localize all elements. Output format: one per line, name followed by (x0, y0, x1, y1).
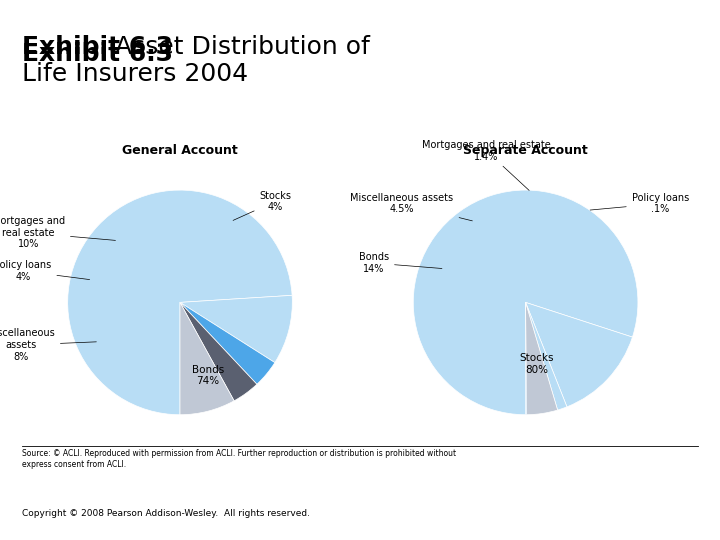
Text: Exhibit 6.3: Exhibit 6.3 (22, 35, 173, 59)
Wedge shape (526, 302, 557, 415)
Title: Separate Account: Separate Account (463, 144, 588, 157)
Text: Bonds
74%: Bonds 74% (192, 364, 224, 386)
Text: Miscellaneous
assets
8%: Miscellaneous assets 8% (0, 328, 96, 362)
Text: Stocks
80%: Stocks 80% (520, 353, 554, 375)
Wedge shape (526, 302, 567, 410)
Text: Miscellaneous assets
4.5%: Miscellaneous assets 4.5% (351, 193, 472, 221)
Text: Policy loans
4%: Policy loans 4% (0, 260, 89, 282)
Text: 17: 17 (665, 508, 688, 526)
Title: General Account: General Account (122, 144, 238, 157)
Wedge shape (180, 302, 275, 384)
Text: Bonds
14%: Bonds 14% (359, 252, 442, 274)
Text: Source: © ACLI. Reproduced with permission from ACLI. Further reproduction or di: Source: © ACLI. Reproduced with permissi… (22, 449, 456, 469)
Text: Copyright © 2008 Pearson Addison-Wesley.  All rights reserved.: Copyright © 2008 Pearson Addison-Wesley.… (22, 509, 310, 518)
Wedge shape (413, 190, 638, 415)
Text: Policy loans
.1%: Policy loans .1% (590, 193, 689, 214)
Text: Asset Distribution of: Asset Distribution of (107, 35, 369, 59)
Text: Life Insurers 2004: Life Insurers 2004 (22, 62, 248, 86)
Text: Mortgages and
real estate
10%: Mortgages and real estate 10% (0, 216, 115, 249)
Wedge shape (68, 190, 292, 415)
Wedge shape (526, 302, 632, 407)
Text: Mortgages and real estate
1.4%: Mortgages and real estate 1.4% (422, 140, 551, 191)
Wedge shape (180, 302, 234, 415)
Wedge shape (180, 295, 292, 362)
Text: Stocks
4%: Stocks 4% (233, 191, 292, 220)
Wedge shape (180, 302, 257, 401)
Text: Exhibit 6.3: Exhibit 6.3 (22, 42, 173, 66)
